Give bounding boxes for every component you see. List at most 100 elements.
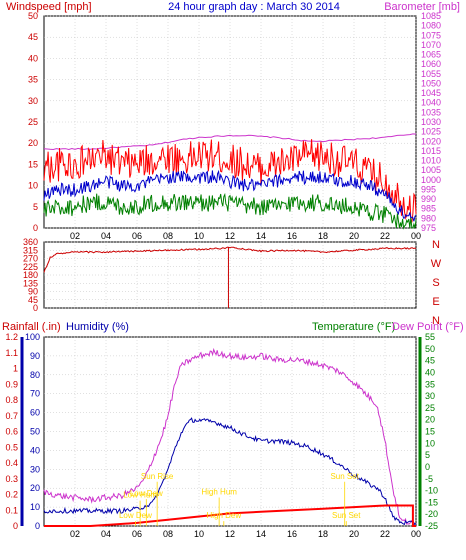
rain-xtick-label: 20 xyxy=(349,529,359,539)
series-line-wind_avg xyxy=(43,169,417,222)
annotation-label: Low Dew xyxy=(119,511,152,520)
rainfall-ytick-label: 0.3 xyxy=(5,474,18,484)
temperature-axis-title: Temperature (°F) xyxy=(312,321,395,333)
rain-xtick-label: 00 xyxy=(411,529,421,539)
barometer-ytick-label: 995 xyxy=(421,184,436,194)
rain-xtick-label: 16 xyxy=(287,529,297,539)
direction-ytick-label: 225 xyxy=(23,262,38,272)
rainfall-ytick-label: 1 xyxy=(13,364,18,374)
temperature-ytick-label: 25 xyxy=(425,403,435,413)
wind-xtick-label: 06 xyxy=(132,231,142,241)
temperature-ytick-label: 40 xyxy=(425,367,435,377)
humidity-ytick-label: 60 xyxy=(30,408,40,418)
barometer-ytick-label: 1035 xyxy=(421,107,441,117)
rainfall-ytick-label: 0.1 xyxy=(5,505,18,515)
series-line-direction xyxy=(43,246,417,273)
compass-label: E xyxy=(432,296,439,308)
barometer-ytick-label: 1065 xyxy=(421,50,441,60)
humidity-ytick-label: 10 xyxy=(30,502,40,512)
annotation-label: Sun Rise xyxy=(141,472,174,481)
rainfall-ytick-label: 1.1 xyxy=(5,348,18,358)
annotation-label: Sun Set xyxy=(332,511,361,520)
temperature-ytick-label: 35 xyxy=(425,379,435,389)
humidity-ytick-label: 20 xyxy=(30,483,40,493)
panel-wind-ticks: 0510152025303540455097598098599099510001… xyxy=(28,11,441,241)
barometer-ytick-label: 1060 xyxy=(421,59,441,69)
panel-direction-grid xyxy=(44,241,417,309)
rainfall-axis-title: Rainfall (.in) xyxy=(2,321,61,333)
barometer-ytick-label: 990 xyxy=(421,194,436,204)
rain-xtick-label: 08 xyxy=(163,529,173,539)
windspeed-ytick-label: 45 xyxy=(28,32,38,42)
windspeed-ytick-label: 15 xyxy=(28,159,38,169)
rainfall-ytick-label: 0.4 xyxy=(5,458,18,468)
wind-xtick-label: 18 xyxy=(318,231,328,241)
wind-xtick-label: 20 xyxy=(349,231,359,241)
temperature-ytick-label: -5 xyxy=(425,474,433,484)
rainfall-ytick-label: 0.8 xyxy=(5,395,18,405)
barometer-ytick-label: 1070 xyxy=(421,40,441,50)
barometer-ytick-label: 980 xyxy=(421,213,436,223)
barometer-ytick-label: 1055 xyxy=(421,69,441,79)
humidity-ytick-label: 70 xyxy=(30,389,40,399)
temperature-ytick-label: 15 xyxy=(425,427,435,437)
humidity-ytick-label: 80 xyxy=(30,370,40,380)
windspeed-ytick-label: 5 xyxy=(33,202,38,212)
barometer-ytick-label: 1085 xyxy=(421,11,441,21)
wind-xtick-label: 02 xyxy=(70,231,80,241)
windspeed-ytick-label: 25 xyxy=(28,117,38,127)
windspeed-ytick-label: 35 xyxy=(28,75,38,85)
panel-rain-grid xyxy=(44,336,417,527)
humidity-ytick-label: 0 xyxy=(35,521,40,531)
humidity-ytick-label: 30 xyxy=(30,464,40,474)
direction-ytick-label: 180 xyxy=(23,270,38,280)
series-line-dewpoint xyxy=(43,347,417,525)
barometer-ytick-label: 1075 xyxy=(421,30,441,40)
barometer-ytick-label: 1020 xyxy=(421,136,441,146)
barometer-ytick-label: 1010 xyxy=(421,156,441,166)
compass-label: S xyxy=(432,277,439,289)
temperature-ytick-label: 0 xyxy=(425,462,430,472)
humidity-ytick-label: 90 xyxy=(30,351,40,361)
wind-xtick-label: 00 xyxy=(411,231,421,241)
barometer-ytick-label: 1045 xyxy=(421,88,441,98)
rain-xtick-label: 02 xyxy=(70,529,80,539)
temperature-ytick-label: 55 xyxy=(425,332,435,342)
compass-label: W xyxy=(431,258,442,270)
rain-xtick-label: 06 xyxy=(132,529,142,539)
rainfall-ytick-label: 0.2 xyxy=(5,490,18,500)
windspeed-ytick-label: 20 xyxy=(28,138,38,148)
barometer-ytick-label: 1005 xyxy=(421,165,441,175)
wind-xtick-label: 08 xyxy=(163,231,173,241)
series-line-barometer xyxy=(43,133,417,151)
direction-ytick-label: 0 xyxy=(33,303,38,313)
rainfall-ytick-label: 0.9 xyxy=(5,379,18,389)
temperature-ytick-label: -20 xyxy=(425,509,438,519)
direction-ytick-label: 360 xyxy=(23,237,38,247)
annotation-label: Sun Set xyxy=(330,472,359,481)
barometer-ytick-label: 1030 xyxy=(421,117,441,127)
dewpoint-axis-title: Dew Point (°F) xyxy=(392,321,464,333)
direction-ytick-label: 135 xyxy=(23,278,38,288)
windspeed-axis-title: Windspeed [mph] xyxy=(6,1,92,13)
temperature-ytick-label: 50 xyxy=(425,344,435,354)
panel-rain-series xyxy=(43,347,417,527)
direction-ytick-label: 90 xyxy=(28,287,38,297)
rainfall-ytick-label: 0.5 xyxy=(5,442,18,452)
compass-label: N xyxy=(432,239,440,251)
wind-xtick-label: 14 xyxy=(256,231,266,241)
barometer-ytick-label: 1000 xyxy=(421,175,441,185)
rainfall-ytick-label: 0.7 xyxy=(5,411,18,421)
windspeed-ytick-label: 0 xyxy=(33,223,38,233)
rain-xtick-label: 14 xyxy=(256,529,266,539)
direction-ytick-label: 45 xyxy=(28,295,38,305)
barometer-axis-title: Barometer [mb] xyxy=(384,1,460,13)
rain-xtick-label: 22 xyxy=(380,529,390,539)
rain-xtick-label: 04 xyxy=(101,529,111,539)
panel-wind-series xyxy=(43,133,417,230)
barometer-ytick-label: 1025 xyxy=(421,127,441,137)
rain-xtick-label: 12 xyxy=(225,529,235,539)
direction-ytick-label: 315 xyxy=(23,245,38,255)
